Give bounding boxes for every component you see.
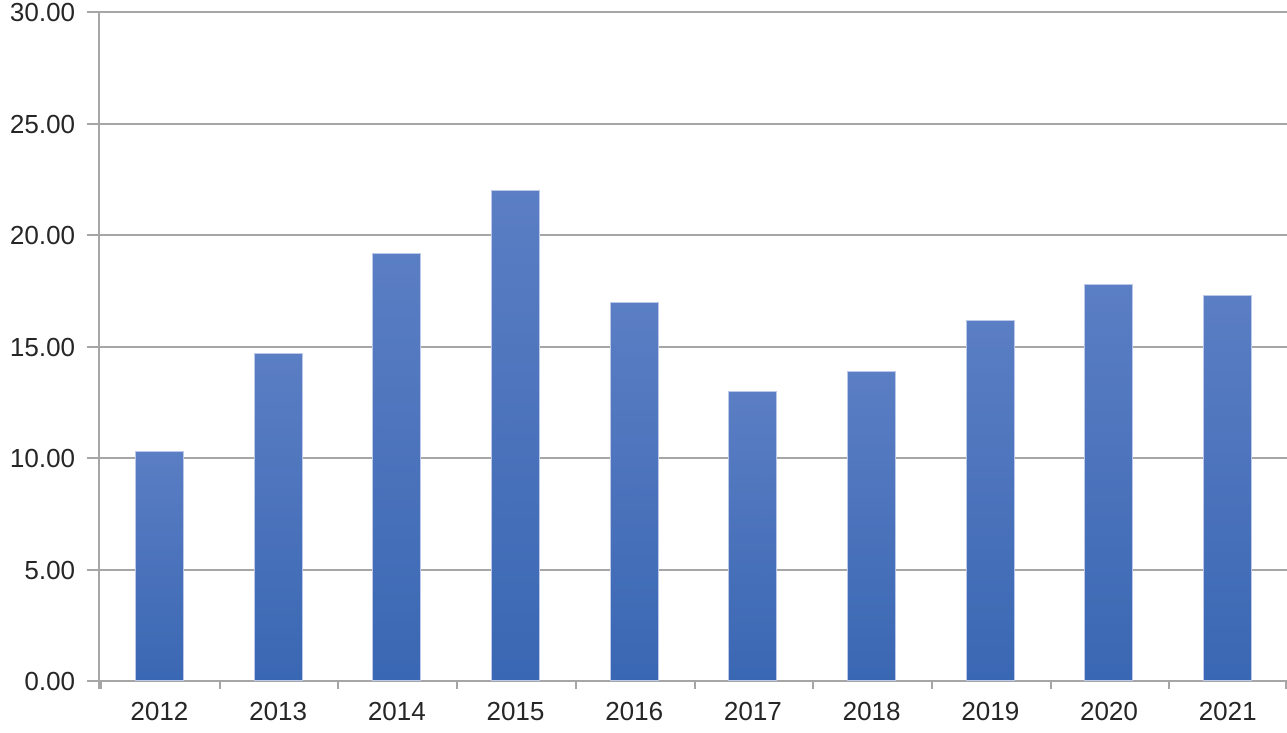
bar-2014 (372, 252, 422, 681)
gridline-10.00 (87, 457, 1287, 459)
y-axis-tick-label-20.00: 20.00 (9, 220, 75, 250)
gridline-15.00 (87, 345, 1287, 348)
x-axis-tick (100, 681, 102, 689)
bar-2012 (134, 451, 184, 681)
y-axis-tick-label-10.00: 10.00 (9, 443, 75, 473)
x-axis-tick (812, 681, 815, 689)
x-axis-tick (1285, 681, 1287, 689)
x-axis-label-2014: 2014 (367, 696, 426, 726)
x-axis-tick (456, 681, 459, 689)
x-axis-tick (218, 681, 221, 689)
x-axis-tick (337, 681, 340, 689)
x-axis-label-2015: 2015 (486, 696, 545, 726)
x-axis-tick (574, 681, 577, 689)
gridline-30.00 (87, 11, 1287, 13)
x-axis-label-2013: 2013 (249, 696, 307, 726)
x-axis-label-2017: 2017 (723, 696, 782, 726)
gridline-20.00 (87, 234, 1287, 236)
y-axis-tick-label-25.00: 25.00 (9, 108, 75, 139)
gridline-25.00 (87, 122, 1287, 125)
x-axis-label-2019: 2019 (961, 696, 1020, 726)
y-axis-tick-label-15.00: 15.00 (9, 331, 75, 362)
x-axis-label-2018: 2018 (842, 696, 901, 726)
bar-2020 (1084, 284, 1134, 681)
bar-2017 (728, 391, 778, 681)
y-axis-tick-label-5.00: 5.00 (24, 554, 75, 585)
x-axis-tick (693, 681, 696, 689)
x-axis-label-2020: 2020 (1080, 696, 1138, 726)
x-axis-tick (1049, 681, 1052, 689)
y-axis-line (98, 12, 100, 689)
bar-2019 (965, 319, 1015, 681)
x-axis-line (87, 680, 1287, 682)
x-axis-label-2021: 2021 (1198, 696, 1257, 726)
bar-2018 (847, 371, 897, 681)
x-axis-label-2016: 2016 (605, 696, 664, 726)
gridline-5.00 (87, 568, 1287, 571)
bar-2015 (490, 190, 540, 681)
y-axis-tick-label-0.00: 0.00 (24, 666, 75, 696)
x-axis-tick (930, 681, 933, 689)
bar-2021 (1203, 295, 1253, 681)
y-axis-tick-label-30.00: 30.00 (9, 0, 75, 27)
x-axis-label-2012: 2012 (130, 696, 189, 726)
bar-2013 (253, 353, 303, 681)
bar-2016 (609, 301, 659, 681)
x-axis-tick (1168, 681, 1171, 689)
